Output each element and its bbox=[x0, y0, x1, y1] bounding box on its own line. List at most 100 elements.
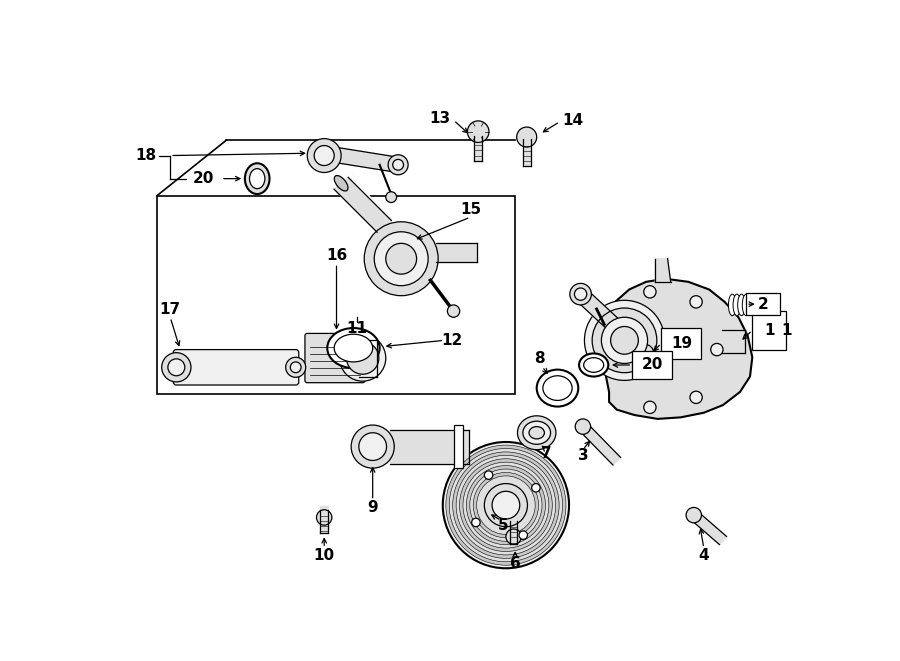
Ellipse shape bbox=[543, 375, 572, 401]
Polygon shape bbox=[523, 139, 530, 167]
Circle shape bbox=[346, 342, 379, 374]
Circle shape bbox=[168, 359, 184, 375]
Circle shape bbox=[466, 465, 545, 545]
Text: 14: 14 bbox=[562, 112, 583, 128]
Circle shape bbox=[447, 305, 460, 317]
Ellipse shape bbox=[747, 294, 754, 316]
Text: 4: 4 bbox=[698, 549, 709, 563]
Text: 11: 11 bbox=[346, 321, 368, 336]
Ellipse shape bbox=[529, 426, 544, 439]
Ellipse shape bbox=[584, 358, 604, 372]
Ellipse shape bbox=[249, 169, 265, 188]
Bar bbox=[752, 311, 787, 350]
Circle shape bbox=[351, 425, 394, 468]
FancyBboxPatch shape bbox=[305, 333, 365, 383]
Circle shape bbox=[364, 222, 438, 295]
Circle shape bbox=[317, 510, 332, 525]
Bar bbox=[746, 293, 780, 315]
Circle shape bbox=[690, 295, 702, 308]
Ellipse shape bbox=[328, 328, 380, 368]
Circle shape bbox=[601, 317, 648, 364]
Circle shape bbox=[470, 469, 542, 541]
Circle shape bbox=[460, 459, 553, 551]
Polygon shape bbox=[320, 506, 328, 533]
Circle shape bbox=[285, 358, 306, 377]
Ellipse shape bbox=[738, 294, 745, 316]
Polygon shape bbox=[509, 519, 518, 545]
Circle shape bbox=[339, 335, 386, 381]
Circle shape bbox=[506, 529, 521, 545]
FancyBboxPatch shape bbox=[174, 350, 299, 385]
Circle shape bbox=[575, 419, 590, 434]
Circle shape bbox=[477, 476, 536, 534]
Text: 20: 20 bbox=[193, 171, 214, 186]
Circle shape bbox=[463, 462, 549, 548]
Circle shape bbox=[517, 127, 536, 147]
Text: 1: 1 bbox=[764, 323, 775, 338]
Text: 17: 17 bbox=[159, 302, 181, 317]
Ellipse shape bbox=[523, 421, 551, 444]
Bar bbox=[662, 328, 701, 359]
Circle shape bbox=[584, 300, 664, 380]
Bar bbox=[632, 351, 672, 379]
Ellipse shape bbox=[245, 163, 269, 194]
Text: 16: 16 bbox=[326, 248, 347, 263]
Polygon shape bbox=[339, 148, 397, 173]
Polygon shape bbox=[655, 258, 670, 282]
Text: 15: 15 bbox=[460, 202, 482, 217]
Polygon shape bbox=[579, 423, 621, 465]
Circle shape bbox=[162, 353, 191, 382]
Circle shape bbox=[443, 442, 569, 568]
Circle shape bbox=[386, 192, 397, 202]
Circle shape bbox=[686, 508, 701, 523]
Text: 20: 20 bbox=[642, 358, 663, 373]
Text: 5: 5 bbox=[499, 518, 508, 533]
Circle shape bbox=[592, 308, 657, 373]
Polygon shape bbox=[390, 430, 469, 463]
Polygon shape bbox=[722, 330, 744, 354]
Polygon shape bbox=[334, 177, 392, 232]
Circle shape bbox=[453, 452, 559, 559]
Circle shape bbox=[690, 391, 702, 403]
Circle shape bbox=[473, 473, 538, 538]
Bar bbox=[158, 196, 515, 394]
Polygon shape bbox=[474, 136, 482, 161]
Text: 8: 8 bbox=[535, 352, 545, 366]
Circle shape bbox=[570, 284, 591, 305]
Circle shape bbox=[644, 286, 656, 298]
Text: 10: 10 bbox=[313, 549, 335, 563]
Ellipse shape bbox=[734, 294, 741, 316]
Ellipse shape bbox=[579, 354, 608, 377]
Circle shape bbox=[519, 531, 527, 539]
Circle shape bbox=[307, 139, 341, 173]
Ellipse shape bbox=[536, 369, 579, 407]
Circle shape bbox=[388, 155, 408, 175]
Circle shape bbox=[484, 471, 493, 479]
Circle shape bbox=[635, 344, 653, 363]
Text: 18: 18 bbox=[135, 148, 156, 163]
Ellipse shape bbox=[728, 294, 736, 316]
Circle shape bbox=[472, 518, 480, 527]
Text: 1: 1 bbox=[781, 323, 791, 338]
Bar bbox=[454, 425, 463, 468]
Circle shape bbox=[374, 232, 428, 286]
Circle shape bbox=[392, 159, 403, 170]
Ellipse shape bbox=[334, 334, 373, 362]
Text: 9: 9 bbox=[367, 500, 378, 515]
Circle shape bbox=[492, 491, 520, 519]
Text: 7: 7 bbox=[541, 446, 552, 461]
Circle shape bbox=[314, 145, 334, 165]
Text: 2: 2 bbox=[758, 297, 769, 311]
Ellipse shape bbox=[742, 294, 750, 316]
Circle shape bbox=[711, 344, 723, 356]
Text: 3: 3 bbox=[578, 448, 589, 463]
Text: 13: 13 bbox=[429, 111, 450, 126]
Circle shape bbox=[644, 401, 656, 414]
Circle shape bbox=[484, 484, 527, 527]
Text: 12: 12 bbox=[441, 333, 463, 348]
Polygon shape bbox=[575, 288, 650, 359]
Text: 6: 6 bbox=[509, 556, 520, 571]
Polygon shape bbox=[604, 279, 752, 419]
Polygon shape bbox=[436, 243, 477, 262]
Circle shape bbox=[532, 484, 540, 492]
